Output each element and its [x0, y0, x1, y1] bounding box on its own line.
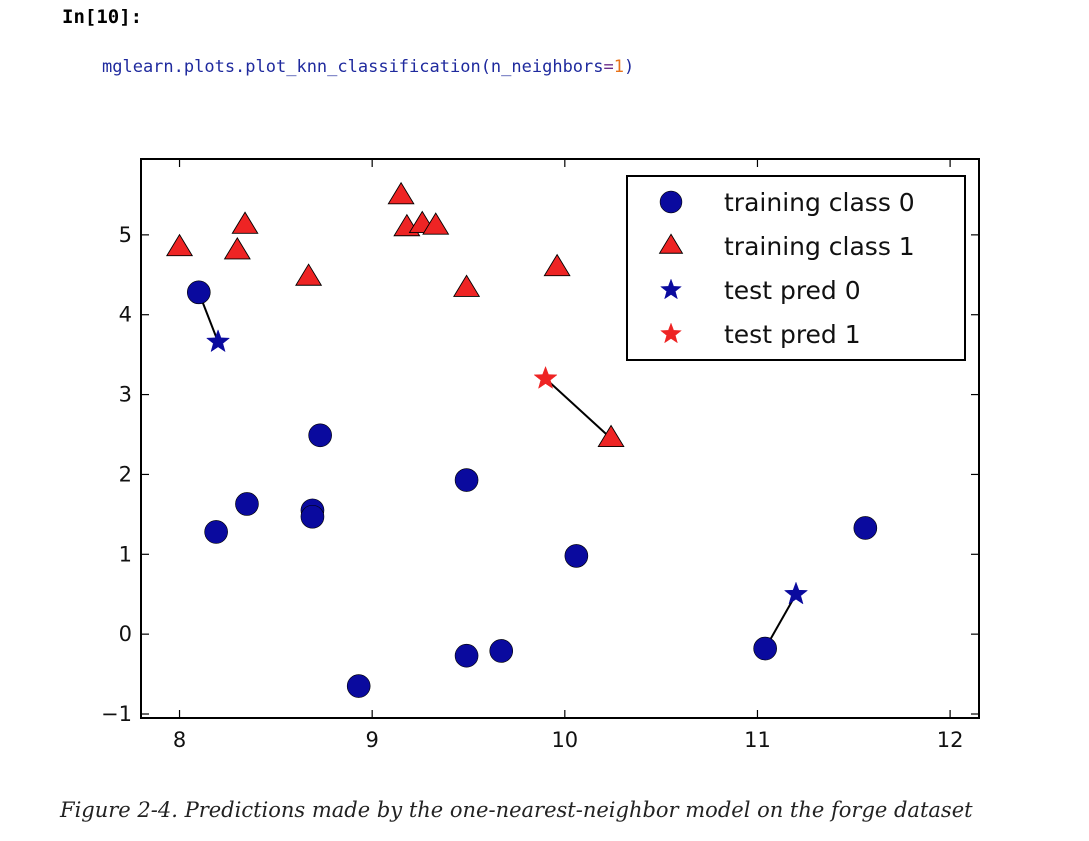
- training-class-0-point: [300, 504, 325, 529]
- legend-label: training class 0: [724, 188, 915, 217]
- test-pred-1-point: [533, 365, 558, 389]
- x-tick-label: 9: [365, 728, 378, 752]
- code-operator: =: [603, 57, 614, 77]
- training-class-0-point: [753, 636, 777, 661]
- training-class-0-point: [186, 280, 211, 305]
- neighbor-link: [544, 377, 612, 440]
- figure-caption: Figure 2-4. Predictions made by the one-…: [60, 798, 973, 822]
- plot-frame: [140, 158, 980, 719]
- training-class-1-point: [295, 263, 323, 286]
- training-class-1-point: [422, 212, 450, 235]
- training-class-0-point: [853, 516, 878, 540]
- code-line: mglearn.plots.plot_knn_classification(n_…: [102, 57, 634, 77]
- y-tick-label: 3: [119, 383, 132, 407]
- y-tick-label: 0: [119, 622, 132, 646]
- training-class-0-point: [204, 520, 228, 544]
- legend-marker: [660, 322, 682, 344]
- training-class-1-point: [543, 253, 571, 277]
- y-tick-label: 4: [119, 303, 132, 327]
- legend-marker: [659, 190, 683, 214]
- training-class-0-point: [454, 468, 479, 492]
- test-pred-0-point: [783, 581, 809, 605]
- x-tick-label: 10: [551, 728, 578, 752]
- code-number: 1: [613, 57, 625, 77]
- training-class-0-point: [235, 492, 259, 516]
- training-class-1-point: [165, 233, 194, 257]
- training-class-1-point: [597, 424, 625, 448]
- training-class-0-point: [346, 674, 371, 698]
- training-class-1-point: [223, 236, 251, 260]
- cell-input-label: In[10]:: [62, 6, 143, 28]
- x-tick-label: 11: [744, 728, 771, 752]
- training-class-0-point: [564, 544, 589, 568]
- training-class-1-point: [387, 181, 415, 205]
- legend-label: training class 1: [724, 232, 915, 261]
- legend-marker: [658, 233, 684, 254]
- y-tick-label: 1: [119, 542, 132, 566]
- data-points: [165, 181, 878, 698]
- y-tick-label: 2: [119, 462, 132, 486]
- y-tick-label: 5: [119, 223, 132, 247]
- training-class-0-point: [454, 643, 479, 668]
- legend-label: test pred 0: [724, 276, 861, 305]
- x-tick-label: 12: [937, 728, 964, 752]
- test-pred-0-point: [205, 329, 231, 353]
- training-class-1-point: [453, 274, 481, 297]
- training-class-0-point: [489, 639, 514, 663]
- legend-box: [626, 175, 966, 361]
- legend-label: test pred 1: [724, 320, 861, 349]
- training-class-1-point: [231, 211, 259, 234]
- code-call: mglearn.plots.plot_knn_classification(n_…: [102, 57, 604, 77]
- legend-marker: [660, 278, 682, 300]
- x-tick-label: 8: [173, 728, 186, 752]
- y-tick-label: −1: [101, 702, 132, 726]
- code-close-paren: ): [624, 57, 635, 77]
- legend: training class 0 training class 1 test pre…: [626, 175, 966, 361]
- training-class-0-point: [308, 423, 332, 448]
